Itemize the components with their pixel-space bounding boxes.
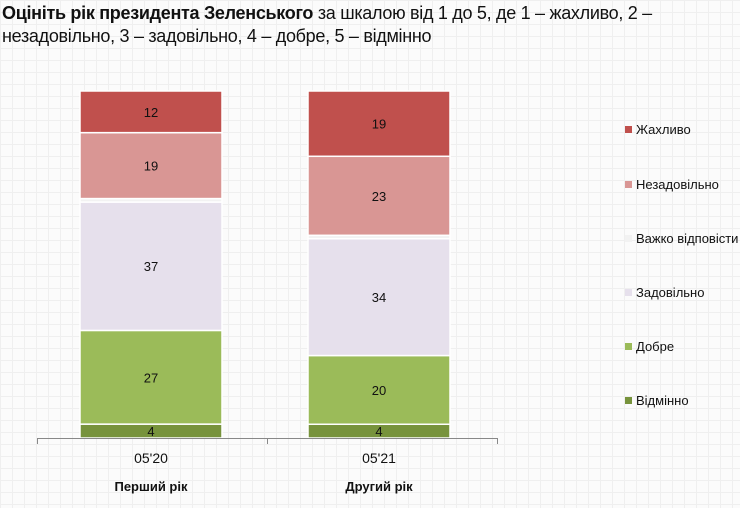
title-rest: за шкалою від 1 до 5, де 1 – жахливо, 2 … [2, 3, 652, 46]
legend-swatch [625, 126, 632, 133]
chart-title: Оцініть рік президента Зеленського за шк… [2, 2, 732, 48]
bar-segment [79, 329, 223, 425]
bar-segment [307, 354, 451, 426]
x-tick-label: 05'20 [134, 450, 168, 466]
legend-swatch [625, 397, 632, 404]
legend-label: Задовільно [636, 285, 704, 300]
data-label: 37 [144, 259, 158, 274]
legend-label: Відмінно [636, 393, 689, 408]
bar-segment [79, 90, 223, 134]
bar-segment [79, 201, 223, 332]
x-category-sublabel: Перший рік [114, 479, 187, 494]
data-label: 27 [144, 370, 158, 385]
title-bold: Оцініть рік президента Зеленського [2, 3, 314, 23]
legend-swatch [625, 289, 632, 296]
data-label: 20 [372, 383, 386, 398]
legend-swatch [625, 235, 632, 242]
data-label: 19 [144, 159, 158, 174]
data-label: 4 [375, 424, 382, 439]
x-tick-label: 05'21 [362, 450, 396, 466]
x-category-sublabel: Другий рік [345, 479, 413, 494]
legend-label: Добре [636, 339, 674, 354]
data-label: 19 [372, 117, 386, 132]
legend-swatch [625, 181, 632, 188]
bar-segment [79, 131, 223, 200]
data-label: 23 [372, 189, 386, 204]
legend-label: Жахливо [636, 122, 691, 137]
legend-label: Незадовільно [636, 177, 719, 192]
legend-swatch [625, 343, 632, 350]
data-label: 12 [144, 105, 158, 120]
bar-segment [307, 90, 451, 158]
data-label: 34 [372, 290, 386, 305]
bar-segment [307, 237, 451, 357]
legend-label: Важко відповісти [636, 231, 738, 246]
data-label: 4 [147, 424, 154, 439]
